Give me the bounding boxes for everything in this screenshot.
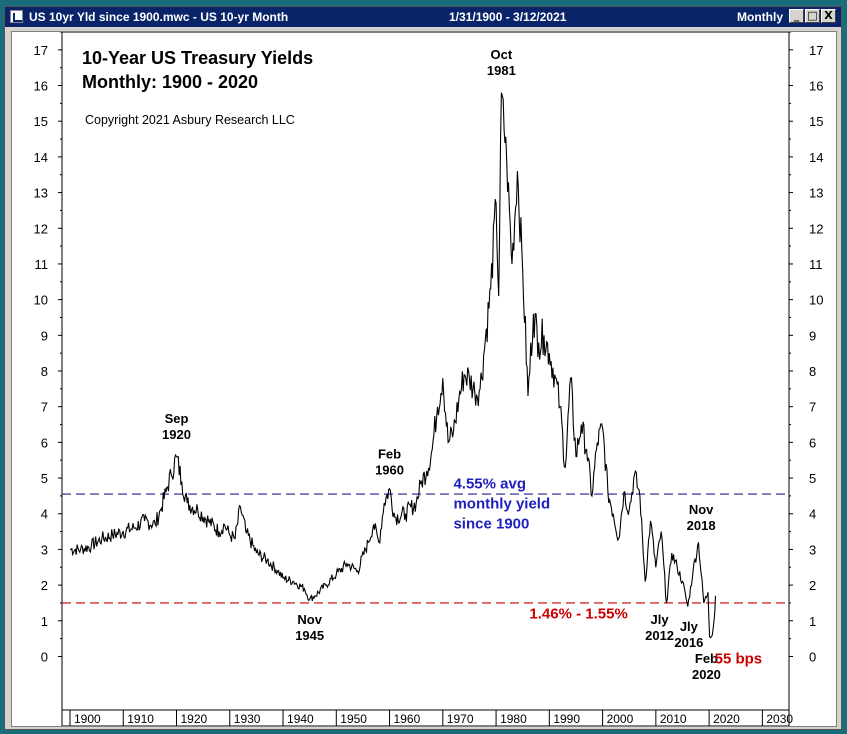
y-tick-label-left: 7 xyxy=(41,400,48,415)
chart-title-line2: Monthly: 1900 - 2020 xyxy=(82,72,258,92)
y-tick-label-left: 10 xyxy=(34,293,48,308)
x-tick-label: 1930 xyxy=(234,712,261,726)
chart-annotation: 1.46% - 1.55% xyxy=(529,606,627,623)
window-titlebar[interactable]: US 10yr Yld since 1900.mwc - US 10-yr Mo… xyxy=(5,7,841,27)
chart-annotation: 55 bps xyxy=(715,650,763,667)
y-tick-label-left: 12 xyxy=(34,221,48,236)
date-range: 1/31/1900 - 3/12/2021 xyxy=(449,10,567,24)
y-tick-label-left: 4 xyxy=(41,507,48,522)
chart-annotation: 4.55% avg xyxy=(453,475,526,492)
chart-annotation: 1945 xyxy=(295,628,324,643)
y-tick-label-right: 17 xyxy=(809,43,823,58)
y-tick-label-right: 6 xyxy=(809,435,816,450)
x-tick-label: 1970 xyxy=(447,712,474,726)
x-tick-label: 1940 xyxy=(287,712,314,726)
y-tick-label-left: 5 xyxy=(41,471,48,486)
window-title: US 10yr Yld since 1900.mwc - US 10-yr Mo… xyxy=(29,10,289,24)
chart-annotation: Feb xyxy=(695,651,718,666)
y-tick-label-left: 8 xyxy=(41,364,48,379)
x-tick-label: 2030 xyxy=(766,712,793,726)
y-tick-label-right: 11 xyxy=(809,257,823,272)
chart-annotation: 1960 xyxy=(375,462,404,477)
chart-annotation: 1920 xyxy=(162,427,191,442)
y-tick-label-left: 9 xyxy=(41,328,48,343)
y-tick-label-left: 11 xyxy=(35,257,49,272)
x-tick-label: 1910 xyxy=(127,712,154,726)
y-tick-label-left: 0 xyxy=(41,649,48,664)
y-tick-label-left: 17 xyxy=(34,43,48,58)
plot-frame: 0 0 1 1 2 2 3 3 4 4 5 5 6 6 7 7 8 8 9 9 10 10 11 11 12 12 13 13 14 14… xyxy=(11,31,837,727)
x-tick-label: 1990 xyxy=(553,712,580,726)
y-tick-label-right: 0 xyxy=(809,649,816,664)
y-tick-label-right: 8 xyxy=(809,364,816,379)
chart-annotation: 2012 xyxy=(645,628,674,643)
chart-annotation: Sep xyxy=(165,411,189,426)
minimize-button[interactable]: _ xyxy=(789,9,804,23)
period-label: Monthly xyxy=(737,10,783,24)
chart-annotation: Oct xyxy=(491,47,513,62)
y-tick-label-right: 13 xyxy=(809,186,823,201)
x-tick-label: 2010 xyxy=(660,712,687,726)
y-tick-label-right: 14 xyxy=(809,150,823,165)
y-tick-label-right: 5 xyxy=(809,471,816,486)
y-tick-label-right: 12 xyxy=(809,221,823,236)
chart-annotation: 1981 xyxy=(487,63,516,78)
y-tick-label-left: 1 xyxy=(41,614,48,629)
y-tick-label-left: 13 xyxy=(34,186,48,201)
chart-annotation: Feb xyxy=(378,446,401,461)
y-tick-label-right: 4 xyxy=(809,507,816,522)
x-tick-label: 1920 xyxy=(181,712,208,726)
y-tick-label-left: 16 xyxy=(34,79,48,94)
y-tick-label-left: 14 xyxy=(34,150,48,165)
chart-app-icon xyxy=(10,10,23,23)
x-tick-label: 2000 xyxy=(607,712,634,726)
x-tick-label: 1980 xyxy=(500,712,527,726)
y-tick-label-left: 6 xyxy=(41,435,48,450)
y-tick-label-left: 2 xyxy=(41,578,48,593)
copyright-text: Copyright 2021 Asbury Research LLC xyxy=(85,113,295,127)
maximize-button[interactable]: □ xyxy=(805,9,820,23)
plot-area xyxy=(61,31,790,711)
chart-annotation: 2016 xyxy=(674,635,703,650)
chart-annotation: 2018 xyxy=(687,518,716,533)
y-tick-label-right: 7 xyxy=(809,400,816,415)
x-tick-label: 1950 xyxy=(340,712,367,726)
chart-window: US 10yr Yld since 1900.mwc - US 10-yr Mo… xyxy=(4,6,842,730)
y-tick-label-left: 15 xyxy=(34,114,48,129)
y-tick-label-right: 1 xyxy=(809,614,816,629)
chart-annotation: monthly yield xyxy=(453,495,550,512)
chart-annotation: Nov xyxy=(689,502,714,517)
x-tick-label: 1960 xyxy=(394,712,421,726)
y-tick-label-right: 15 xyxy=(809,114,823,129)
chart-annotation: since 1900 xyxy=(453,515,529,532)
yield-series-line xyxy=(69,92,717,639)
chart-annotation: Jly xyxy=(651,612,670,627)
y-tick-label-left: 3 xyxy=(41,542,48,557)
chart-annotation: Nov xyxy=(297,612,322,627)
close-button[interactable]: X xyxy=(821,9,836,23)
y-tick-label-right: 9 xyxy=(809,328,816,343)
x-tick-label: 2020 xyxy=(713,712,740,726)
y-tick-label-right: 2 xyxy=(809,578,816,593)
chart-annotation: 2020 xyxy=(692,667,721,682)
y-tick-label-right: 3 xyxy=(809,542,816,557)
chart-title-line1: 10-Year US Treasury Yields xyxy=(82,48,313,68)
y-tick-label-right: 16 xyxy=(809,79,823,94)
y-tick-label-right: 10 xyxy=(809,293,823,308)
x-tick-label: 1900 xyxy=(74,712,101,726)
chart-annotation: Jly xyxy=(680,619,699,634)
